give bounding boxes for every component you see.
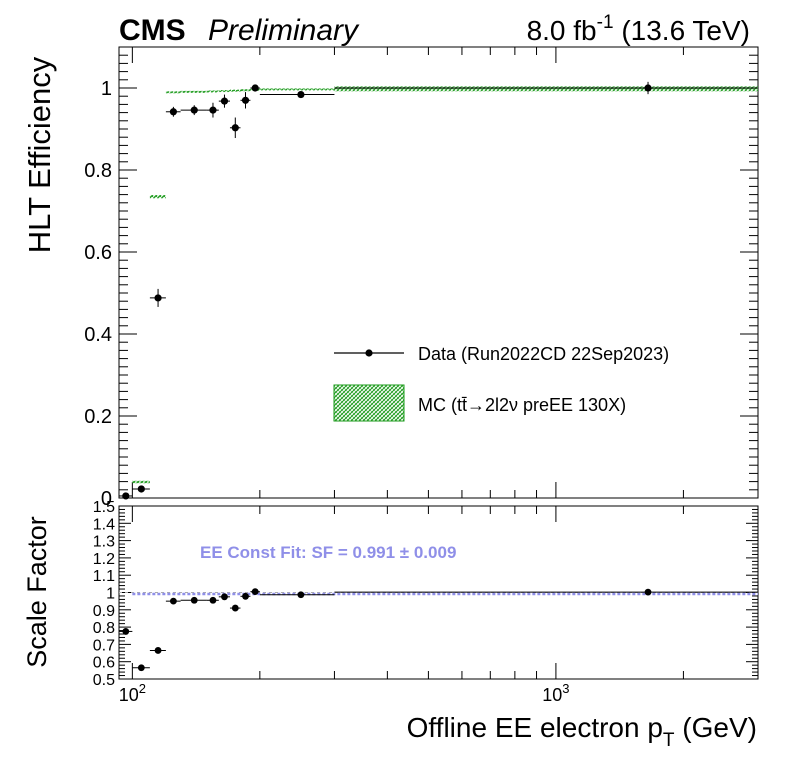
lumi-label: 8.0 fb-1 (13.6 TeV) <box>527 12 750 46</box>
legend-data-marker <box>365 349 373 357</box>
y-tick-label: 0.4 <box>84 324 112 346</box>
efficiency-x-ticks <box>131 47 759 498</box>
mc-bin <box>180 90 207 93</box>
data-point <box>180 105 207 116</box>
mc-bin <box>229 89 241 92</box>
legend-data-label: Data (Run2022CD 22Sep2023) <box>418 344 669 364</box>
mc-bin <box>334 86 758 92</box>
y-tick-label: 1.2 <box>93 551 115 568</box>
data-point <box>240 92 251 109</box>
legend-mc-swatch <box>333 384 405 422</box>
fit-annotation: EE Const Fit: SF = 0.991 ± 0.009 <box>200 543 456 562</box>
data-point <box>218 94 230 108</box>
data-point <box>119 492 133 500</box>
sf-point <box>334 588 758 596</box>
y-tick-label: 0.8 <box>84 160 112 182</box>
legend: Data (Run2022CD 22Sep2023) MC (tt̄→2l2ν … <box>333 344 669 422</box>
scale-factor-y-ticks: 0.50.60.70.80.911.11.21.31.41.5 <box>93 499 758 689</box>
y-tick-label: 0.9 <box>93 603 115 620</box>
sf-point <box>165 597 181 605</box>
experiment-label: CMS <box>119 14 186 47</box>
sf-point <box>119 628 133 635</box>
reference-lines <box>119 592 758 596</box>
data-point <box>334 81 758 95</box>
y-tick-label: 0 <box>101 488 112 510</box>
data-point <box>229 117 241 139</box>
lumi-value: 8.0 fb <box>527 15 597 46</box>
y-tick-label: 1.5 <box>93 499 115 516</box>
sf-point <box>218 593 230 601</box>
sf-point <box>180 596 207 604</box>
x-axis-label: Offline EE electron pT (GeV) <box>407 712 757 751</box>
x-tick-label: 102 <box>119 681 146 705</box>
data-point <box>206 102 219 118</box>
sf-point <box>229 604 241 612</box>
sf-point <box>149 647 166 654</box>
x-axis-label-unit: (GeV) <box>675 712 757 743</box>
sf-point <box>206 596 219 604</box>
efficiency-frame <box>118 46 759 499</box>
y-tick-label: 0.8 <box>93 620 115 637</box>
scale-factor-panel: 0.50.60.70.80.911.11.21.31.41.5 EE Const… <box>22 499 759 751</box>
data-point <box>149 288 166 307</box>
sf-point <box>250 588 260 596</box>
efficiency-y-ticks: 0 0.2 0.4 0.6 0.8 1 <box>84 46 758 510</box>
sf-point <box>240 592 251 600</box>
data-point <box>250 84 260 92</box>
scale-factor-y-axis-label: Scale Factor <box>22 516 52 668</box>
sf-point <box>132 664 150 672</box>
sf-point <box>259 591 335 599</box>
mc-bin <box>165 91 181 94</box>
data-point <box>132 485 150 493</box>
y-tick-label: 0.6 <box>93 655 115 672</box>
y-tick-label: 0.6 <box>84 242 112 264</box>
y-tick-label: 0.5 <box>93 672 115 689</box>
x-axis-label-sub: T <box>663 730 675 751</box>
y-tick-label: 0.2 <box>84 406 112 428</box>
y-tick-label: 1 <box>101 78 112 100</box>
efficiency-y-axis-label: HLT Efficiency <box>22 56 57 253</box>
scale-factor-x-ticks <box>131 506 759 679</box>
y-tick-label: 1.1 <box>93 568 115 585</box>
y-tick-label: 1.3 <box>93 534 115 551</box>
mc-bin <box>259 88 335 91</box>
y-tick-label: 1.4 <box>93 516 115 533</box>
energy-label: (13.6 TeV) <box>614 15 750 46</box>
status-label: Preliminary <box>208 14 360 47</box>
data-points-layer <box>119 81 758 500</box>
sf-points-layer <box>119 588 758 672</box>
legend-mc-label: MC (tt̄→2l2ν preEE 130X) <box>418 395 626 415</box>
mc-bin <box>206 90 219 93</box>
mc-bin <box>218 90 230 93</box>
x-axis-label-main: Offline EE electron p <box>407 712 663 743</box>
x-tick-labels: 102 103 <box>119 681 570 705</box>
efficiency-panel: 0 0.2 0.4 0.6 0.8 1 HLT Efficiency Data (Run2… <box>22 46 759 510</box>
data-point <box>165 106 181 117</box>
x-tick-label: 103 <box>542 681 569 705</box>
y-tick-label: 0.7 <box>93 637 115 654</box>
lumi-exponent: -1 <box>597 12 614 33</box>
y-tick-label: 1 <box>106 586 115 603</box>
data-point <box>259 90 335 99</box>
mc-band-layer <box>132 86 758 484</box>
